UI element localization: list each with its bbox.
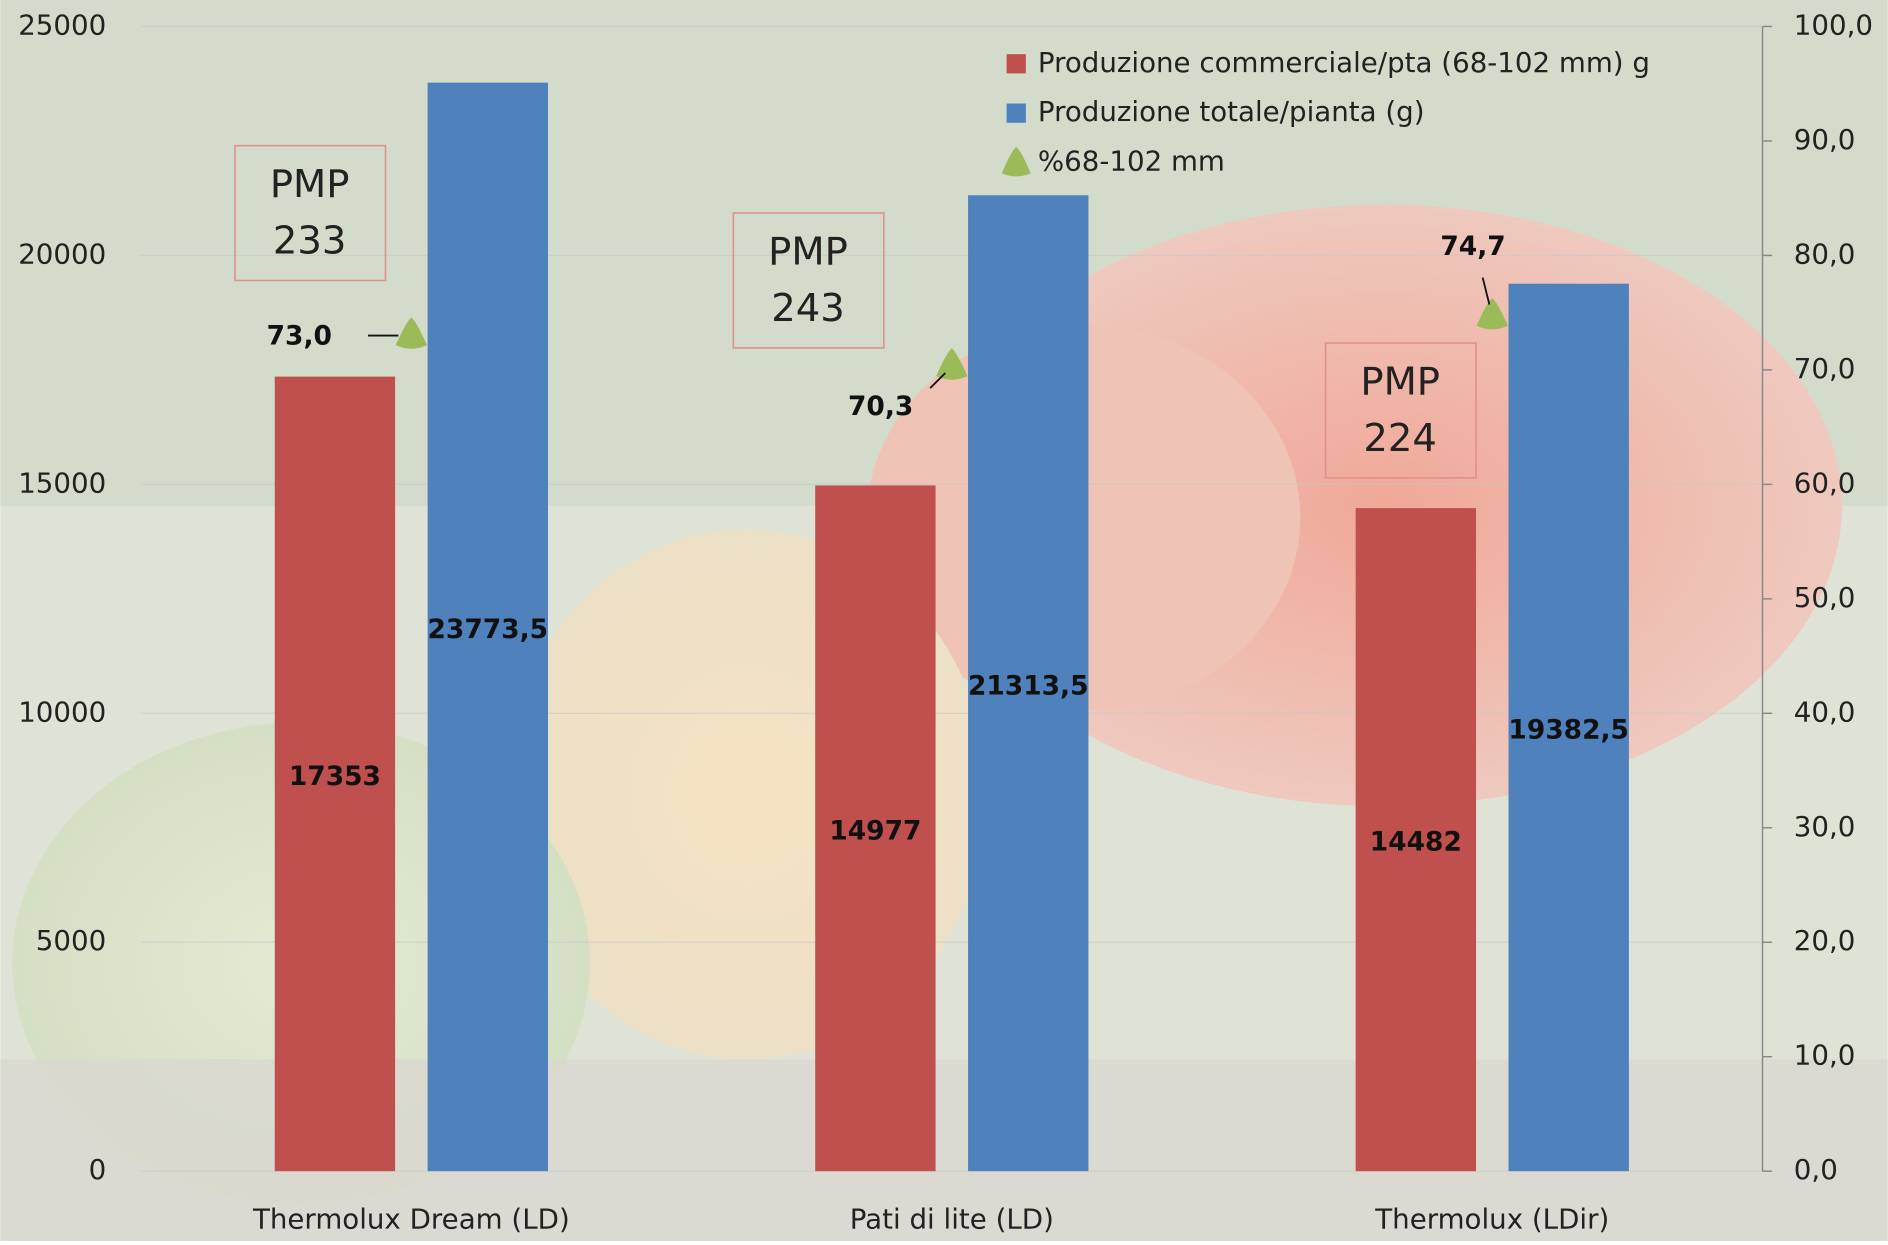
y2-tick-label: 100,0 — [1794, 8, 1873, 41]
annotation: PMP — [1360, 359, 1440, 404]
legend-marker — [1001, 146, 1031, 177]
legend-marker — [1006, 103, 1026, 123]
bar — [1355, 508, 1477, 1172]
value-label: 74,7 — [1440, 231, 1505, 262]
y-tick-label: 20000 — [18, 237, 106, 270]
y-tick-label: 10000 — [18, 695, 106, 728]
x-tick-label: Thermolux (LDir) — [1374, 1203, 1609, 1236]
y2-tick-label: 60,0 — [1794, 466, 1856, 499]
leader-line — [929, 372, 946, 389]
y2-tick-label: 70,0 — [1794, 352, 1856, 385]
value-label: 70,3 — [848, 391, 913, 422]
marker — [936, 348, 968, 380]
y2-tick-label: 40,0 — [1794, 695, 1856, 728]
marker — [395, 317, 428, 349]
value-label: 19382,5 — [1508, 715, 1629, 746]
value-label: 14977 — [829, 815, 921, 846]
y-tick-label: 25000 — [18, 8, 106, 41]
annotation-box — [732, 212, 885, 349]
annotation-box — [1324, 342, 1477, 479]
legend-label: Produzione totale/pianta (g) — [1038, 95, 1425, 128]
annotation-box — [234, 144, 387, 282]
y2-tick-label: 80,0 — [1794, 237, 1856, 270]
x-tick-label: Thermolux Dream (LD) — [252, 1203, 570, 1236]
bar — [968, 195, 1089, 1172]
bar — [1508, 283, 1629, 1172]
bar — [274, 376, 396, 1172]
leader-line — [1481, 277, 1491, 305]
value-label: 23773,5 — [428, 614, 549, 645]
legend-marker — [1006, 54, 1026, 74]
y2-tick-label: 50,0 — [1794, 581, 1856, 614]
x-tick-label: Pati di lite (LD) — [850, 1203, 1054, 1236]
y2-tick-label: 30,0 — [1794, 810, 1856, 843]
y2-tick-label: 0,0 — [1794, 1153, 1838, 1186]
y-tick-label: 0 — [89, 1153, 107, 1186]
annotation: PMP — [768, 229, 848, 274]
value-label: 21313,5 — [968, 670, 1089, 701]
annotation: 233 — [273, 219, 347, 264]
value-label: 73,0 — [267, 320, 332, 351]
bar — [427, 82, 548, 1172]
annotation: 243 — [771, 286, 844, 331]
bar — [815, 485, 936, 1172]
y2-tick-label: 20,0 — [1794, 924, 1856, 957]
value-label: 14482 — [1370, 827, 1462, 858]
value-label: 17353 — [289, 761, 381, 792]
y-tick-label: 5000 — [36, 924, 106, 957]
y2-tick-label: 90,0 — [1794, 123, 1856, 156]
y-tick-label: 15000 — [18, 466, 106, 499]
legend-label: Produzione commerciale/pta (68-102 mm) g — [1038, 46, 1650, 79]
legend-label: %68-102 mm — [1038, 144, 1225, 177]
y2-tick-label: 10,0 — [1794, 1039, 1856, 1072]
marker — [1476, 298, 1508, 330]
annotation: 224 — [1363, 416, 1437, 461]
annotation: PMP — [270, 162, 350, 207]
